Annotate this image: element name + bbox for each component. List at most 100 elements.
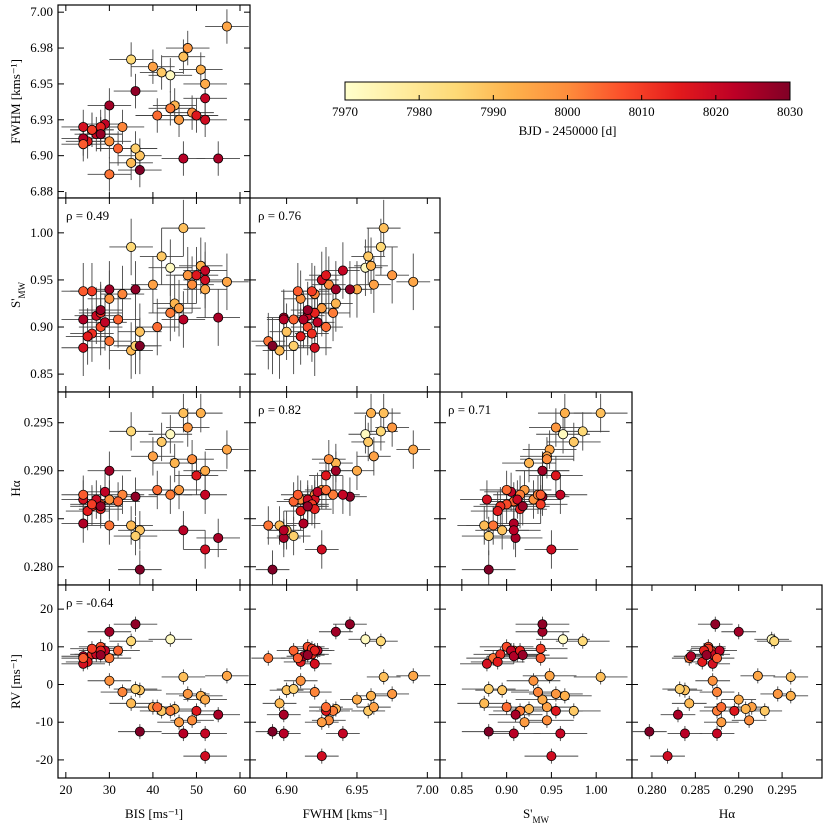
point [288, 340, 299, 351]
point [537, 619, 548, 630]
point [200, 728, 211, 739]
y-tick-label: -20 [36, 752, 53, 767]
point [267, 340, 278, 351]
colorbar-tick-label: 7970 [332, 104, 358, 119]
y-tick-label: 6.98 [30, 40, 53, 55]
point [320, 322, 331, 333]
point [320, 470, 331, 481]
point [200, 284, 211, 295]
point [126, 241, 137, 252]
point [344, 284, 355, 295]
point [152, 484, 163, 495]
point [351, 465, 362, 476]
y-tick-label: 0.285 [24, 511, 53, 526]
points [457, 393, 628, 585]
point [555, 728, 566, 739]
y-tick-label: 0 [47, 677, 54, 692]
point [483, 564, 494, 575]
point [555, 489, 566, 500]
point [337, 265, 348, 276]
point [134, 564, 145, 575]
x-tick-label: 20 [59, 782, 72, 797]
y-tick-label: 6.90 [30, 148, 53, 163]
point [568, 705, 579, 716]
point [752, 670, 763, 681]
point [550, 705, 561, 716]
point [134, 726, 145, 737]
point [200, 465, 211, 476]
point [387, 688, 398, 699]
point [541, 454, 552, 465]
point [674, 684, 685, 695]
point [156, 251, 167, 262]
point [156, 67, 167, 78]
point [672, 709, 683, 720]
point [508, 525, 519, 536]
point [707, 675, 718, 686]
point [524, 458, 535, 469]
point [200, 93, 211, 104]
y-tick-label: 20 [40, 601, 53, 616]
point [320, 702, 331, 713]
point [130, 684, 141, 695]
point [178, 408, 189, 419]
point [363, 251, 374, 262]
point [330, 284, 341, 295]
point [152, 702, 163, 713]
point [330, 626, 341, 637]
point [267, 726, 278, 737]
point [710, 619, 721, 630]
point [134, 340, 145, 351]
point [86, 124, 97, 135]
panel-frame [57, 197, 251, 393]
point [716, 717, 727, 728]
point [78, 342, 89, 353]
points [61, 616, 249, 764]
point [274, 345, 285, 356]
point [316, 751, 327, 762]
point [544, 670, 555, 681]
point [375, 636, 386, 647]
point [165, 307, 176, 318]
x-tick-label: 0.85 [450, 782, 473, 797]
point [130, 284, 141, 295]
point [200, 265, 211, 276]
point [78, 286, 89, 297]
point [182, 688, 193, 699]
x-axis-label: FWHM [kms⁻¹] [303, 806, 388, 821]
y-axis-label-text: S' [8, 298, 23, 308]
y-axis-label: FWHM [kms⁻¹] [8, 59, 23, 144]
point [104, 100, 115, 111]
panel [249, 584, 441, 779]
point [174, 303, 185, 314]
point [712, 728, 723, 739]
x-tick-label: 0.290 [724, 782, 753, 797]
point [292, 489, 303, 500]
point [302, 501, 313, 512]
colorbar-tick-label: 7990 [480, 104, 506, 119]
panel [439, 584, 633, 779]
point [302, 305, 313, 316]
x-tick-label: 0.285 [681, 782, 710, 797]
point [312, 486, 323, 497]
x-tick-label: 6.90 [275, 782, 298, 797]
point [528, 675, 539, 686]
points [61, 393, 249, 585]
points [632, 616, 809, 764]
point [191, 110, 202, 121]
point [178, 671, 189, 682]
point [316, 544, 327, 555]
point [213, 312, 224, 323]
point [368, 279, 379, 290]
point [113, 645, 124, 656]
y-tick-label: 6.95 [30, 76, 53, 91]
point [134, 165, 145, 176]
point [535, 499, 546, 510]
point [182, 43, 193, 54]
point [740, 704, 751, 715]
point [104, 675, 115, 686]
y-tick-label: 0.280 [24, 559, 53, 574]
point [309, 342, 320, 353]
point [323, 454, 334, 465]
